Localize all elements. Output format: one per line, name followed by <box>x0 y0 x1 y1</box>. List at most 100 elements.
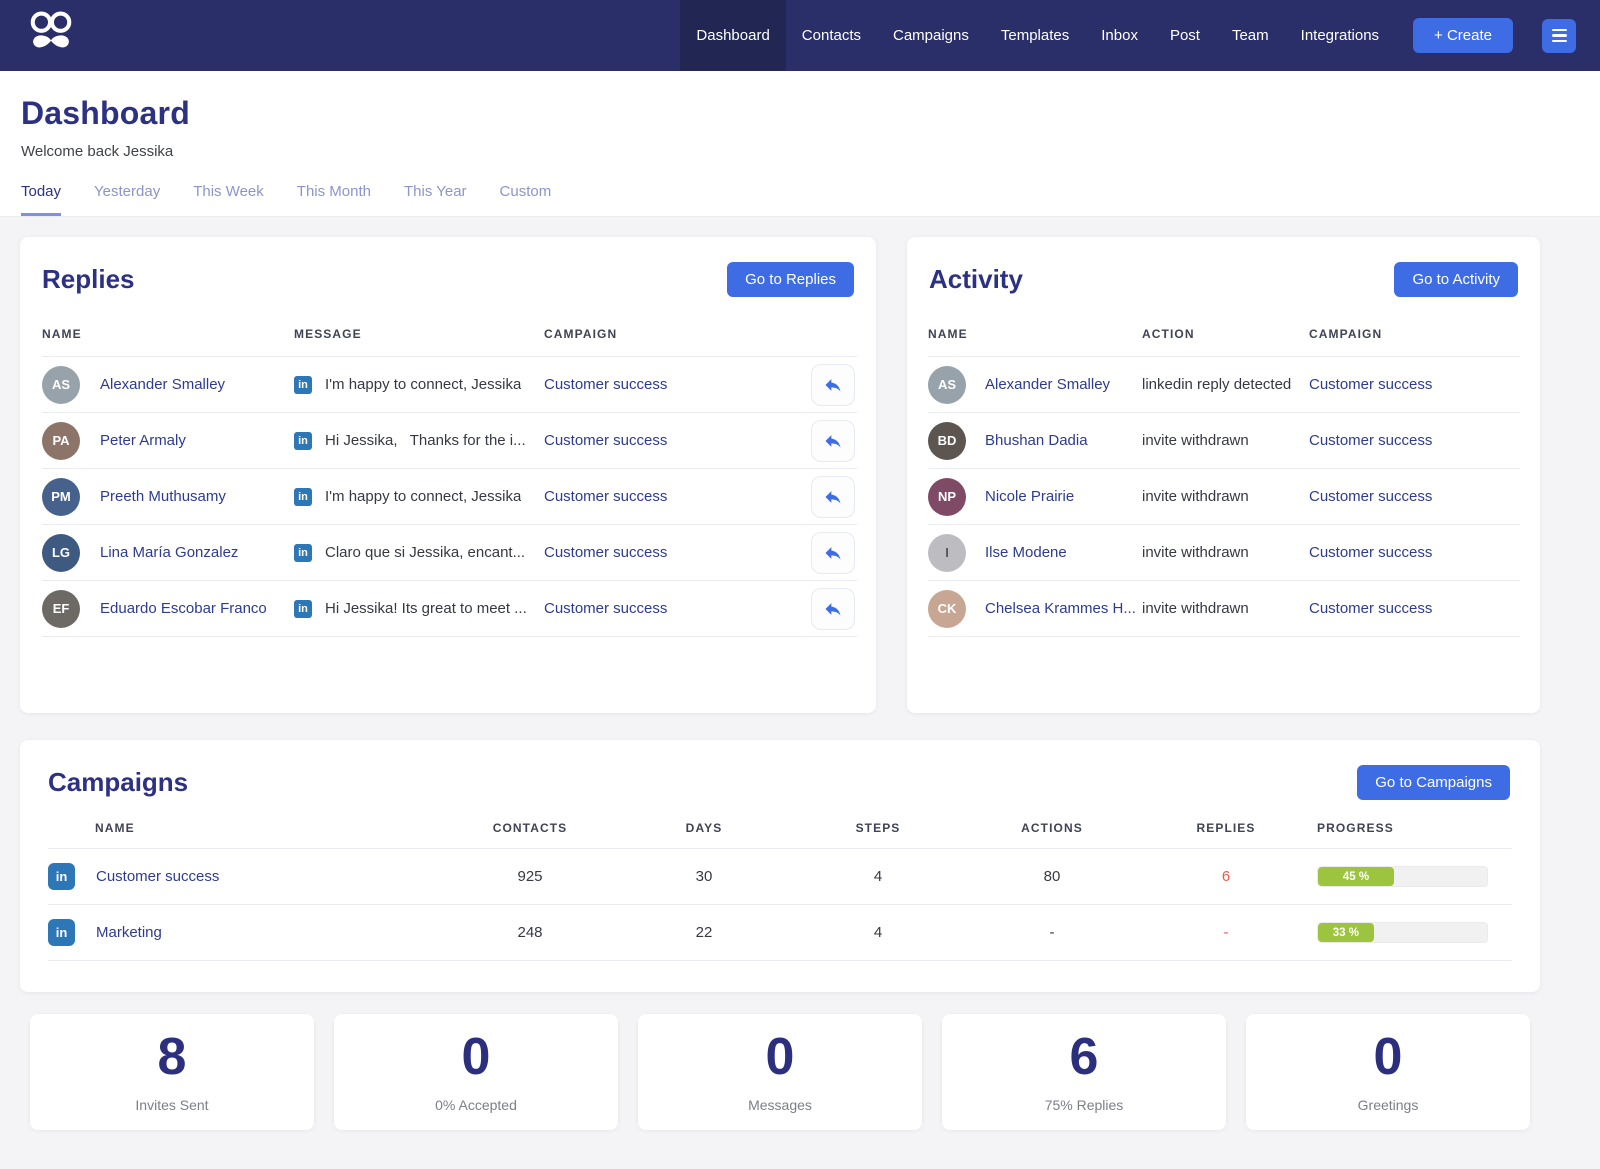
progress-bar-fill: 45 % <box>1318 867 1395 886</box>
campaign-name-link[interactable]: Marketing <box>96 924 162 941</box>
person-name-link[interactable]: Preeth Muthusamy <box>100 487 226 505</box>
person-name-link[interactable]: Ilse Modene <box>985 543 1067 561</box>
replies-value: 6 <box>1221 868 1231 885</box>
stat-value: 0 <box>461 1028 491 1086</box>
person-name-link[interactable]: Nicole Prairie <box>985 487 1075 505</box>
tab[interactable]: Today <box>21 183 62 216</box>
campaign-link[interactable]: Customer success <box>544 375 668 393</box>
campaign-link[interactable]: Customer success <box>544 543 668 561</box>
nav-item[interactable]: Inbox <box>1101 27 1138 44</box>
replies-panel: Replies Go to Replies NAME MESSAGE CAMPA… <box>20 237 876 713</box>
nav-actions: + Create <box>1395 0 1600 71</box>
reply-table-row: AS Alexander Smalley I'm happy to connec… <box>42 357 857 413</box>
top-panels-row: Replies Go to Replies NAME MESSAGE CAMPA… <box>20 237 1540 713</box>
activity-table-row: AS Alexander Smalley linkedin reply dete… <box>928 357 1520 413</box>
actions-value: - <box>1049 924 1055 941</box>
column-header-contacts: CONTACTS <box>492 821 568 835</box>
column-header-replies: REPLIES <box>1196 821 1256 835</box>
campaign-table-row: Marketing 248 22 4 - - 33 % <box>48 905 1512 961</box>
app-logo[interactable] <box>24 0 78 71</box>
stat-label: Messages <box>748 1097 812 1113</box>
stat-value: 6 <box>1069 1028 1099 1086</box>
person-name-link[interactable]: Alexander Smalley <box>100 375 226 393</box>
nav-item[interactable]: Contacts <box>801 27 861 44</box>
reply-table-row: PM Preeth Muthusamy I'm happy to connect… <box>42 469 857 525</box>
steps-value: 4 <box>873 924 883 941</box>
nav-item[interactable]: Team <box>1231 27 1269 44</box>
stat-card: 0 Greetings <box>1246 1014 1530 1130</box>
stat-card: 8 Invites Sent <box>30 1014 314 1130</box>
tab[interactable]: Custom <box>499 183 552 200</box>
avatar: NP <box>928 477 966 516</box>
linkedin-icon <box>48 919 75 946</box>
days-value: 22 <box>695 924 713 941</box>
column-header-action: ACTION <box>1142 327 1195 341</box>
avatar: LG <box>42 533 80 572</box>
tab[interactable]: This Week <box>193 183 264 200</box>
campaign-name-link[interactable]: Customer success <box>96 868 220 885</box>
person-name-link[interactable]: Bhushan Dadia <box>985 431 1088 449</box>
campaign-link[interactable]: Customer success <box>544 599 668 617</box>
avatar: I <box>928 533 966 572</box>
person-name-link[interactable]: Chelsea Krammes H... <box>985 599 1136 617</box>
stat-card: 6 75% Replies <box>942 1014 1226 1130</box>
reply-button[interactable] <box>811 419 855 462</box>
main-content: Replies Go to Replies NAME MESSAGE CAMPA… <box>0 217 1540 1130</box>
progress-bar: 33 % <box>1317 922 1488 943</box>
hamburger-menu-button[interactable] <box>1542 18 1576 53</box>
page-header: Dashboard Welcome back Jessika Today Yes… <box>0 71 1600 217</box>
go-to-campaigns-button[interactable]: Go to Campaigns <box>1357 765 1510 800</box>
campaign-link[interactable]: Customer success <box>1309 375 1433 393</box>
campaign-link[interactable]: Customer success <box>1309 543 1433 561</box>
replies-table-header: NAME MESSAGE CAMPAIGN <box>42 297 857 357</box>
column-header-progress: PROGRESS <box>1317 821 1394 835</box>
go-to-activity-button[interactable]: Go to Activity <box>1394 262 1518 297</box>
reply-arrow-icon <box>825 490 841 504</box>
reply-button[interactable] <box>811 475 855 518</box>
campaign-link[interactable]: Customer success <box>1309 599 1433 617</box>
stat-label: Invites Sent <box>135 1097 209 1113</box>
action-text: invite withdrawn <box>1142 431 1249 449</box>
campaign-link[interactable]: Customer success <box>544 487 668 505</box>
reply-button[interactable] <box>811 531 855 574</box>
steps-value: 4 <box>873 868 883 885</box>
person-name-link[interactable]: Lina María Gonzalez <box>100 543 239 561</box>
campaign-link[interactable]: Customer success <box>544 431 668 449</box>
activity-table-row: BD Bhushan Dadia invite withdrawn Custom… <box>928 413 1520 469</box>
tab[interactable]: This Year <box>403 183 467 200</box>
activity-table-header: NAME ACTION CAMPAIGN <box>928 297 1520 357</box>
action-text: invite withdrawn <box>1142 599 1249 617</box>
person-name-link[interactable]: Eduardo Escobar Franco <box>100 599 267 617</box>
replies-title: Replies <box>42 264 135 294</box>
tab[interactable]: Yesterday <box>94 183 161 200</box>
avatar: PA <box>42 421 80 460</box>
campaigns-table: NAME CONTACTS DAYS STEPS ACTIONS REPLIES… <box>48 800 1512 961</box>
linkedin-icon <box>294 431 312 450</box>
message-text: I'm happy to connect, Jessika <box>325 376 522 393</box>
campaign-link[interactable]: Customer success <box>1309 431 1433 449</box>
nav-item[interactable]: Dashboard <box>680 0 786 71</box>
campaigns-table-body: Customer success 925 30 4 80 6 45 % Mark… <box>48 849 1512 961</box>
message-text: Claro que si Jessika, encant... <box>325 544 526 561</box>
message-text: Hi Jessika, Thanks for the i... <box>325 432 526 449</box>
column-header-name: NAME <box>95 821 135 835</box>
campaign-link[interactable]: Customer success <box>1309 487 1433 505</box>
nav-item[interactable]: Post <box>1169 27 1200 44</box>
nav-items: Dashboard Contacts Campaigns Templates I… <box>680 0 1395 71</box>
replies-panel-header: Replies Go to Replies <box>20 237 876 297</box>
reply-arrow-icon <box>825 602 841 616</box>
nav-item[interactable]: Templates <box>1000 27 1070 44</box>
create-button[interactable]: + Create <box>1413 18 1513 53</box>
stat-card: 0 Messages <box>638 1014 922 1130</box>
go-to-replies-button[interactable]: Go to Replies <box>727 262 854 297</box>
nav-item[interactable]: Campaigns <box>893 27 969 44</box>
nav-item[interactable]: Integrations <box>1300 27 1380 44</box>
tab[interactable]: This Month <box>296 183 371 200</box>
reply-button[interactable] <box>811 587 855 630</box>
person-name-link[interactable]: Peter Armaly <box>100 431 186 449</box>
reply-button[interactable] <box>811 363 855 406</box>
contacts-value: 248 <box>517 924 543 941</box>
avatar: AS <box>928 365 966 404</box>
person-name-link[interactable]: Alexander Smalley <box>985 375 1111 393</box>
activity-table-row: I Ilse Modene invite withdrawn Customer … <box>928 525 1520 581</box>
